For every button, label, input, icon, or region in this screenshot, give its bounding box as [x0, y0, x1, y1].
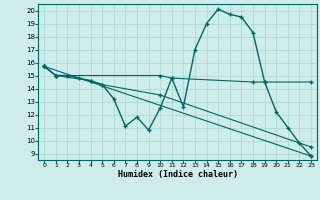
X-axis label: Humidex (Indice chaleur): Humidex (Indice chaleur) [118, 170, 238, 179]
